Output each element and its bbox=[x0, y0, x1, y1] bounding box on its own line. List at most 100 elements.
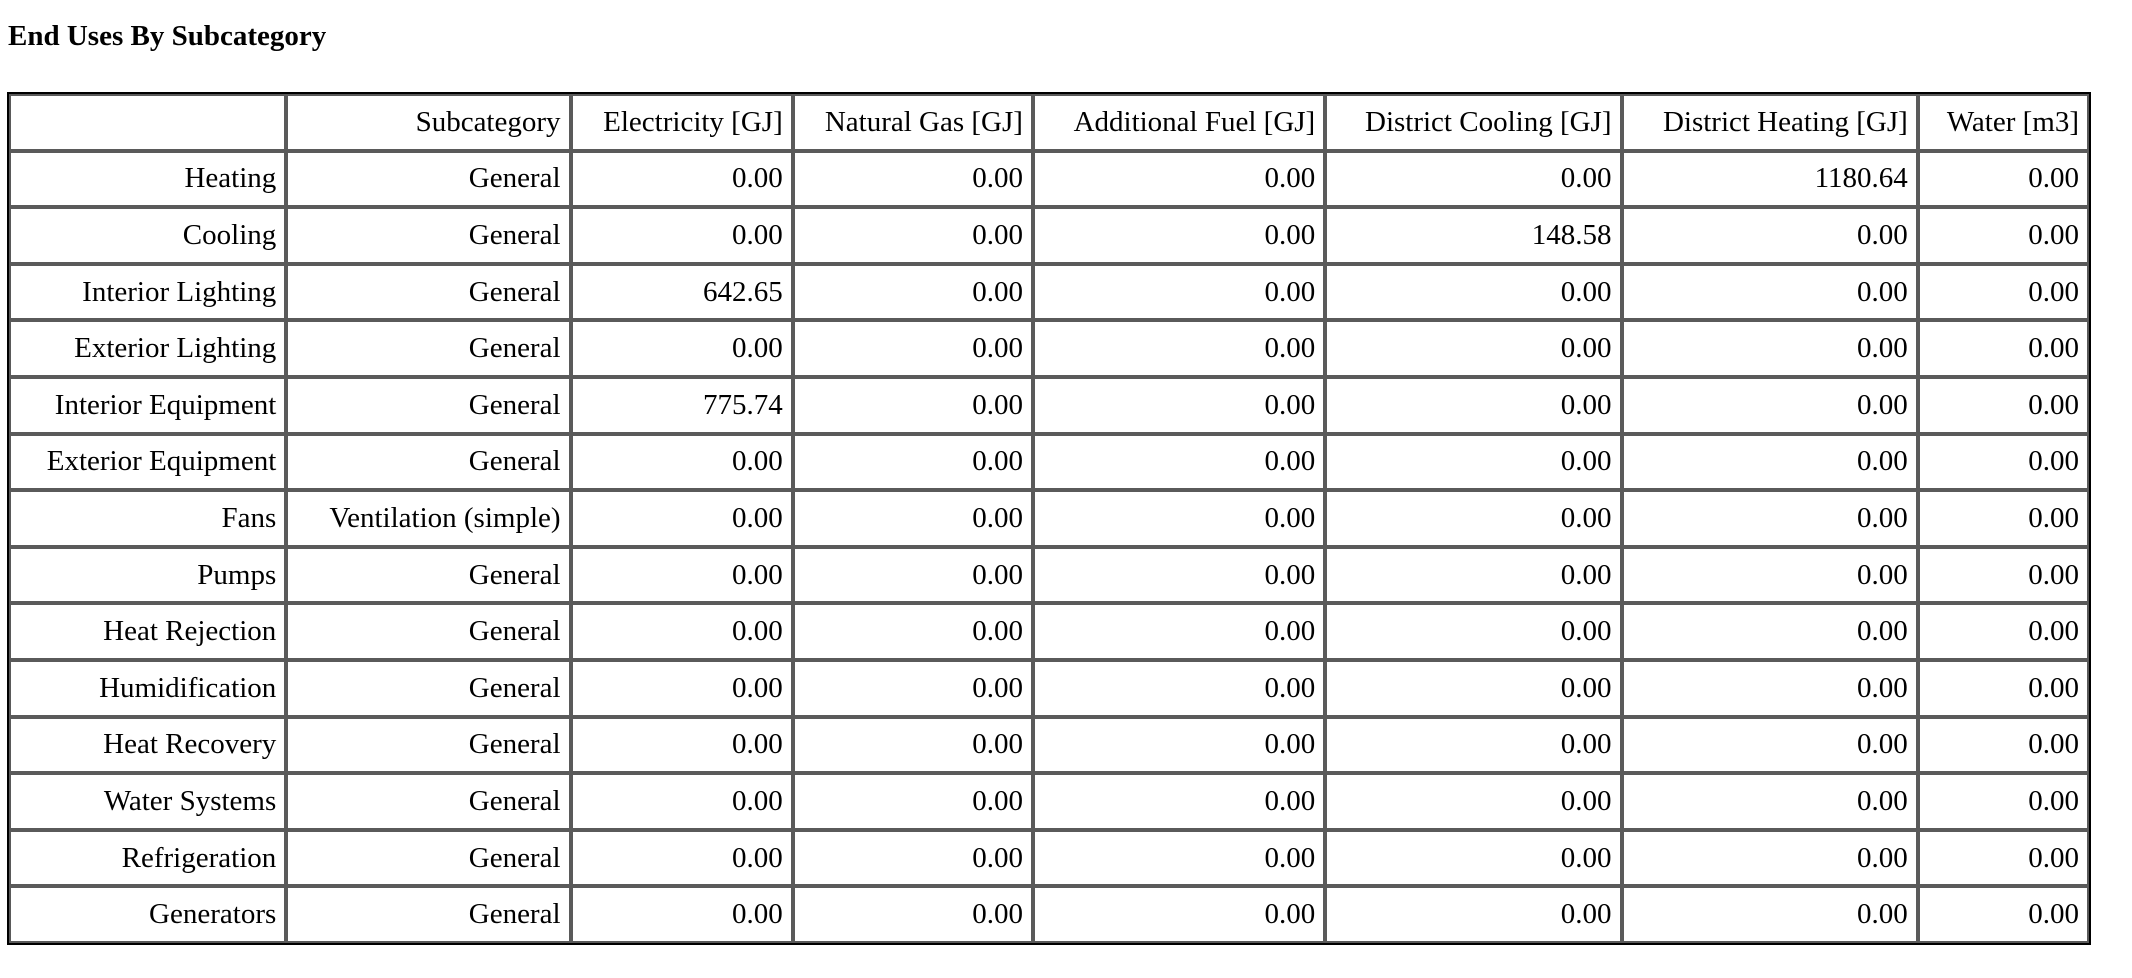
subcategory-cell: General bbox=[286, 829, 571, 887]
end-use-cell: Refrigeration bbox=[9, 829, 287, 887]
header-additional-fuel: Additional Fuel [GJ] bbox=[1032, 94, 1326, 151]
electricity-cell: 0.00 bbox=[570, 320, 793, 377]
table-row: Heat Rejection General 0.00 0.00 0.00 0.00 0.0… bbox=[9, 603, 2089, 660]
district-cooling-cell: 0.00 bbox=[1325, 716, 1622, 774]
district-heating-cell: 0.00 bbox=[1621, 433, 1918, 491]
district-heating-cell: 0.00 bbox=[1621, 716, 1918, 774]
end-use-cell: Humidification bbox=[9, 659, 287, 717]
district-heating-cell: 0.00 bbox=[1621, 886, 1918, 943]
additional-fuel-cell: 0.00 bbox=[1032, 376, 1326, 434]
district-cooling-cell: 0.00 bbox=[1325, 490, 1622, 547]
header-water: Water [m3] bbox=[1917, 94, 2089, 151]
header-subcategory: Subcategory bbox=[286, 94, 571, 151]
district-cooling-cell: 0.00 bbox=[1325, 773, 1622, 830]
table-row: Water Systems General 0.00 0.00 0.00 0.00 0.00… bbox=[9, 773, 2089, 830]
electricity-cell: 642.65 bbox=[570, 263, 793, 321]
end-uses-table: Subcategory Electricity [GJ] Natural Gas… bbox=[7, 92, 2091, 945]
district-heating-cell: 0.00 bbox=[1621, 603, 1918, 660]
subcategory-cell: General bbox=[286, 433, 571, 491]
subcategory-cell: General bbox=[286, 886, 571, 943]
end-use-cell: Heat Rejection bbox=[9, 603, 287, 660]
table-row: Interior Lighting General 642.65 0.00 0.00 0.… bbox=[9, 263, 2089, 321]
additional-fuel-cell: 0.00 bbox=[1032, 433, 1326, 491]
table-row: Fans Ventilation (simple) 0.00 0.00 0.00 0.00… bbox=[9, 490, 2089, 547]
electricity-cell: 0.00 bbox=[570, 603, 793, 660]
district-heating-cell: 0.00 bbox=[1621, 829, 1918, 887]
table-row: Heating General 0.00 0.00 0.00 0.00 1180.64 0.0… bbox=[9, 150, 2089, 208]
district-heating-cell: 0.00 bbox=[1621, 263, 1918, 321]
electricity-cell: 0.00 bbox=[570, 546, 793, 604]
water-cell: 0.00 bbox=[1917, 376, 2089, 434]
end-use-cell: Interior Equipment bbox=[9, 376, 287, 434]
electricity-cell: 0.00 bbox=[570, 716, 793, 774]
subcategory-cell: General bbox=[286, 150, 571, 208]
district-heating-cell: 0.00 bbox=[1621, 490, 1918, 547]
natural-gas-cell: 0.00 bbox=[792, 716, 1033, 774]
district-heating-cell: 0.00 bbox=[1621, 773, 1918, 830]
district-heating-cell: 1180.64 bbox=[1621, 150, 1918, 208]
district-cooling-cell: 0.00 bbox=[1325, 829, 1622, 887]
district-heating-cell: 0.00 bbox=[1621, 207, 1918, 264]
water-cell: 0.00 bbox=[1917, 490, 2089, 547]
subcategory-cell: General bbox=[286, 716, 571, 774]
additional-fuel-cell: 0.00 bbox=[1032, 716, 1326, 774]
natural-gas-cell: 0.00 bbox=[792, 886, 1033, 943]
additional-fuel-cell: 0.00 bbox=[1032, 150, 1326, 208]
subcategory-cell: General bbox=[286, 320, 571, 377]
end-use-cell: Heating bbox=[9, 150, 287, 208]
additional-fuel-cell: 0.00 bbox=[1032, 659, 1326, 717]
district-cooling-cell: 0.00 bbox=[1325, 886, 1622, 943]
table-row: Interior Equipment General 775.74 0.00 0.00 0… bbox=[9, 376, 2089, 434]
water-cell: 0.00 bbox=[1917, 320, 2089, 377]
electricity-cell: 0.00 bbox=[570, 490, 793, 547]
end-use-cell: Interior Lighting bbox=[9, 263, 287, 321]
end-use-cell: Generators bbox=[9, 886, 287, 943]
district-cooling-cell: 0.00 bbox=[1325, 376, 1622, 434]
water-cell: 0.00 bbox=[1917, 603, 2089, 660]
electricity-cell: 0.00 bbox=[570, 207, 793, 264]
water-cell: 0.00 bbox=[1917, 659, 2089, 717]
additional-fuel-cell: 0.00 bbox=[1032, 263, 1326, 321]
natural-gas-cell: 0.00 bbox=[792, 603, 1033, 660]
table-row: Refrigeration General 0.00 0.00 0.00 0.00 0.00… bbox=[9, 829, 2089, 887]
end-use-cell: Fans bbox=[9, 490, 287, 547]
header-district-heating: District Heating [GJ] bbox=[1621, 94, 1918, 151]
additional-fuel-cell: 0.00 bbox=[1032, 320, 1326, 377]
additional-fuel-cell: 0.00 bbox=[1032, 546, 1326, 604]
subcategory-cell: General bbox=[286, 773, 571, 830]
table-row: Heat Recovery General 0.00 0.00 0.00 0.00 0.00… bbox=[9, 716, 2089, 774]
end-use-cell: Cooling bbox=[9, 207, 287, 264]
district-cooling-cell: 0.00 bbox=[1325, 603, 1622, 660]
subcategory-cell: General bbox=[286, 263, 571, 321]
district-cooling-cell: 0.00 bbox=[1325, 546, 1622, 604]
natural-gas-cell: 0.00 bbox=[792, 150, 1033, 208]
additional-fuel-cell: 0.00 bbox=[1032, 886, 1326, 943]
water-cell: 0.00 bbox=[1917, 263, 2089, 321]
end-use-cell: Pumps bbox=[9, 546, 287, 604]
table-body: Heating General 0.00 0.00 0.00 0.00 1180.64 0.0… bbox=[9, 150, 2089, 943]
water-cell: 0.00 bbox=[1917, 546, 2089, 604]
table-row: Cooling General 0.00 0.00 0.00 148.58 0.00 0.00 bbox=[9, 207, 2089, 264]
district-cooling-cell: 0.00 bbox=[1325, 320, 1622, 377]
district-cooling-cell: 0.00 bbox=[1325, 433, 1622, 491]
end-use-cell: Heat Recovery bbox=[9, 716, 287, 774]
district-heating-cell: 0.00 bbox=[1621, 546, 1918, 604]
natural-gas-cell: 0.00 bbox=[792, 773, 1033, 830]
subcategory-cell: General bbox=[286, 207, 571, 264]
table-row: Exterior Lighting General 0.00 0.00 0.00 0.00… bbox=[9, 320, 2089, 377]
electricity-cell: 775.74 bbox=[570, 376, 793, 434]
water-cell: 0.00 bbox=[1917, 716, 2089, 774]
electricity-cell: 0.00 bbox=[570, 659, 793, 717]
natural-gas-cell: 0.00 bbox=[792, 263, 1033, 321]
electricity-cell: 0.00 bbox=[570, 886, 793, 943]
natural-gas-cell: 0.00 bbox=[792, 320, 1033, 377]
subcategory-cell: General bbox=[286, 603, 571, 660]
table-row: Exterior Equipment General 0.00 0.00 0.00 0.0… bbox=[9, 433, 2089, 491]
electricity-cell: 0.00 bbox=[570, 150, 793, 208]
end-use-cell: Water Systems bbox=[9, 773, 287, 830]
natural-gas-cell: 0.00 bbox=[792, 829, 1033, 887]
additional-fuel-cell: 0.00 bbox=[1032, 829, 1326, 887]
additional-fuel-cell: 0.00 bbox=[1032, 603, 1326, 660]
district-cooling-cell: 0.00 bbox=[1325, 150, 1622, 208]
header-corner-cell bbox=[9, 94, 287, 151]
